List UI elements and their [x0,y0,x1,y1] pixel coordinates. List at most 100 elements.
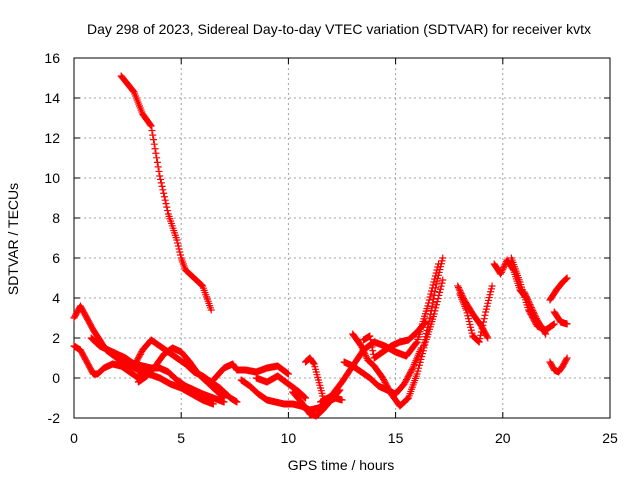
data-point [129,87,137,95]
series-track-l [302,354,327,400]
data-point [412,339,420,347]
data-point [150,136,158,144]
data-point [301,393,309,401]
data-point [433,301,441,309]
data-point [438,279,446,287]
data-point [421,319,429,327]
data-point [220,394,228,402]
data-point [477,331,485,339]
data-point [173,236,181,244]
data-point [439,254,447,262]
data-point [437,282,445,290]
series-track-g [209,360,241,384]
data-point [428,303,436,311]
series-track-m [317,260,442,406]
data-point [477,328,485,336]
x-tick-label: 0 [70,430,78,446]
data-point [523,294,531,302]
data-point [309,359,317,367]
data-point [148,127,156,135]
data-point [436,288,444,296]
data-point [176,248,184,256]
data-point [361,350,369,358]
data-point [359,347,367,355]
x-tick-labels: 0 5 10 15 20 25 [70,430,618,446]
data-point [209,400,217,408]
data-point [430,291,438,299]
data-point [524,296,532,304]
y-tick-label: 14 [44,90,60,106]
data-point [425,317,433,325]
data-point [156,172,164,180]
series-track-s [456,282,496,346]
y-tick-label: -2 [48,410,61,426]
data-point [550,320,558,328]
data-point [527,302,535,310]
data-point [367,339,375,347]
axis-ticks [73,57,611,419]
data-point [528,305,536,313]
data-points [70,72,571,420]
data-point [481,311,489,319]
data-point [429,295,437,303]
y-tick-label: 6 [52,250,60,266]
data-point [488,282,496,290]
data-point [161,196,169,204]
data-point [176,251,184,259]
data-point [562,275,570,283]
data-point [562,355,570,363]
data-point [499,265,507,273]
y-tick-label: 12 [44,130,60,146]
data-point [480,318,488,326]
x-axis-label: GPS time / hours [288,457,395,473]
data-point [368,343,376,351]
series-track-j [252,372,310,402]
data-point [526,300,534,308]
data-point [174,239,182,247]
series-track-n [340,344,425,398]
data-point [484,334,492,342]
data-point [154,163,162,171]
data-point [146,121,154,129]
data-point [500,262,508,270]
series-track-o [349,276,447,410]
data-point [436,285,444,293]
y-tick-labels: -2 0 2 4 6 8 10 12 14 16 [44,50,60,426]
data-point [563,354,571,362]
data-point [155,167,163,175]
data-point [149,131,157,139]
data-point [219,393,227,401]
data-point [525,297,533,305]
data-point [427,310,435,318]
data-point [207,306,215,314]
data-point [164,207,172,215]
data-point [454,282,462,290]
x-tick-label: 15 [388,430,404,446]
series-track-d [117,72,215,314]
chart-title: Day 298 of 2023, Sidereal Day-to-day VTE… [87,21,591,37]
data-point [529,307,537,315]
data-point [160,193,168,201]
data-point [432,284,440,292]
series-track-q [419,254,447,350]
data-point [163,203,171,211]
data-point [151,145,159,153]
data-point [362,351,370,359]
x-tick-label: 20 [495,430,511,446]
data-point [162,200,170,208]
data-point [366,332,374,340]
data-point [408,365,416,373]
data-point [422,333,430,341]
data-point [153,158,161,166]
data-point [424,320,432,328]
data-point [157,175,165,183]
data-point [541,329,549,337]
data-point [147,122,155,130]
data-point [426,314,434,322]
data-point [521,290,529,298]
x-tick-label: 25 [602,430,618,446]
data-point [429,299,437,307]
series-track-k [289,386,344,420]
data-point [153,154,161,162]
data-point [338,396,346,404]
